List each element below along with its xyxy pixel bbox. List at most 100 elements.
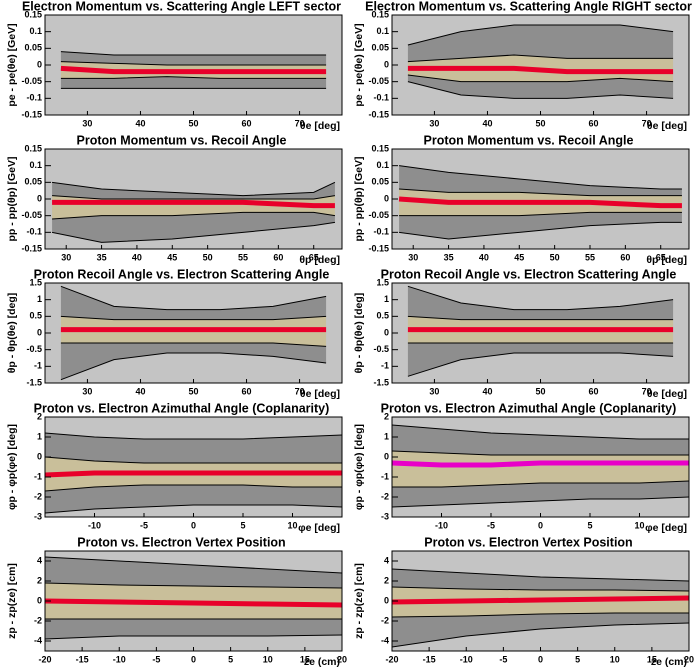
y-tick-label: 0 <box>384 59 389 69</box>
peak-trend <box>398 196 682 209</box>
x-tick-label: 20 <box>337 654 347 664</box>
y-axis-label: φp - φp(φe) [deg] <box>6 424 18 510</box>
chart-title: Proton vs. Electron Vertex Position <box>424 535 632 549</box>
x-axis-label: θe [deg] <box>300 388 340 400</box>
x-tick-label: 60 <box>242 118 252 128</box>
x-tick-label: 60 <box>242 386 252 396</box>
y-tick-label: 0 <box>37 193 42 203</box>
y-tick-label: -1.5 <box>26 377 42 387</box>
peak-trend <box>392 595 689 605</box>
fit-curve <box>392 450 689 456</box>
x-tick-label: 70 <box>295 118 305 128</box>
y-tick-label: 4 <box>37 555 42 565</box>
x-tick-label: 40 <box>482 118 492 128</box>
x-tick-label: 40 <box>135 386 145 396</box>
x-tick-label: 40 <box>132 252 142 262</box>
y-tick-label: 2 <box>37 411 42 421</box>
plot-area <box>392 417 689 517</box>
y-tick-label: 0 <box>37 595 42 605</box>
density-band <box>392 425 689 455</box>
x-tick-label: 0 <box>538 520 543 530</box>
fit-curve <box>52 195 336 200</box>
y-tick-label: -0.1 <box>373 93 389 103</box>
x-tick-label: 50 <box>203 252 213 262</box>
x-tick-label: 30 <box>429 118 439 128</box>
y-tick-label: 0 <box>384 327 389 337</box>
y-tick-label: -0.05 <box>21 76 42 86</box>
y-tick-label: -1 <box>381 471 389 481</box>
x-tick-label: 40 <box>479 252 489 262</box>
fit-curve <box>407 352 674 377</box>
x-tick-label: 5 <box>587 520 592 530</box>
fit-curve <box>407 285 674 311</box>
peak-trend <box>45 470 342 478</box>
fit-curve <box>60 51 327 56</box>
x-tick-label: -20 <box>385 654 398 664</box>
y-tick-label: 0.05 <box>371 177 389 187</box>
x-axis-label: θe [deg] <box>300 120 340 132</box>
density-band <box>52 212 335 243</box>
x-tick-label: 60 <box>589 386 599 396</box>
fit-curve <box>407 54 674 63</box>
y-tick-label: 0.15 <box>24 9 42 19</box>
density-band <box>407 286 674 320</box>
x-tick-label: 45 <box>167 252 177 262</box>
chart-title: Proton Recoil Angle vs. Electron Scatter… <box>34 267 330 281</box>
x-tick-label: 50 <box>188 118 198 128</box>
fit-curve <box>407 24 674 46</box>
x-tick-label: 30 <box>408 252 418 262</box>
chart-title: Proton vs. Electron Vertex Position <box>77 535 285 549</box>
fit-curve <box>60 76 327 79</box>
y-tick-label: -0.15 <box>21 109 42 119</box>
y-tick-label: -0.5 <box>26 344 42 354</box>
fit-curve <box>392 612 689 618</box>
density-band <box>399 165 682 196</box>
y-tick-label: 1.5 <box>29 277 42 287</box>
fit-curve <box>407 81 674 99</box>
fit-curve <box>392 424 689 440</box>
y-tick-label: 0.1 <box>376 26 389 36</box>
fit-curve <box>399 165 682 190</box>
y-axis-label: pp - pp(θp) [GeV] <box>6 157 18 242</box>
fit-curve <box>51 221 336 243</box>
y-tick-label: 2 <box>384 411 389 421</box>
plot-area <box>392 283 689 383</box>
x-axis-label: ze (cm) <box>304 656 340 668</box>
x-tick-label: 70 <box>642 386 652 396</box>
y-tick-label: 0 <box>384 595 389 605</box>
x-tick-label: 30 <box>82 118 92 128</box>
x-tick-label: -5 <box>140 520 148 530</box>
density-band <box>45 433 342 463</box>
y-tick-label: -1.5 <box>373 377 389 387</box>
fit-curve <box>392 622 689 648</box>
y-tick-label: 0.1 <box>376 160 389 170</box>
fit-curve <box>52 181 336 197</box>
y-tick-label: -0.05 <box>21 210 42 220</box>
x-tick-label: -5 <box>499 654 507 664</box>
fit-curve <box>45 634 342 640</box>
peak-trend <box>45 598 342 608</box>
y-tick-label: 4 <box>384 555 389 565</box>
y-tick-label: -4 <box>34 635 42 645</box>
y-tick-label: 0 <box>37 451 42 461</box>
plot-area <box>45 417 342 517</box>
fit-curve <box>60 342 327 347</box>
fit-curve <box>392 586 689 592</box>
plot-area <box>392 551 689 651</box>
density-band <box>407 75 674 99</box>
y-tick-label: -3 <box>34 511 42 521</box>
x-tick-label: 35 <box>444 252 454 262</box>
x-tick-label: -20 <box>38 654 51 664</box>
y-tick-label: 0.1 <box>29 160 42 170</box>
x-tick-label: -10 <box>460 654 473 664</box>
x-axis-label: φe [deg] <box>298 522 340 534</box>
y-axis-label: zp - zp(ze) [cm] <box>6 563 18 639</box>
x-tick-label: 0 <box>191 654 196 664</box>
chart-title: Proton vs. Electron Azimuthal Angle (Cop… <box>34 401 330 415</box>
x-tick-label: -5 <box>487 520 495 530</box>
chart-title: Electron Momentum vs. Scattering Angle R… <box>365 0 692 13</box>
x-tick-label: 30 <box>82 386 92 396</box>
x-tick-label: 65 <box>656 252 666 262</box>
